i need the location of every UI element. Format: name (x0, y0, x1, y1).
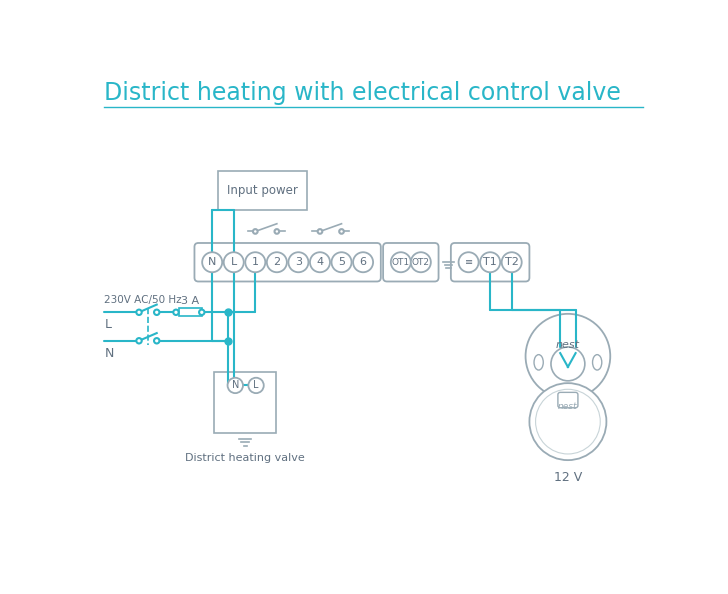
Text: 5: 5 (338, 257, 345, 267)
Text: 230V AC/50 Hz: 230V AC/50 Hz (104, 295, 182, 305)
Circle shape (223, 252, 244, 272)
Text: 12 V: 12 V (554, 471, 582, 484)
Text: 1: 1 (252, 257, 258, 267)
FancyBboxPatch shape (194, 243, 381, 282)
Circle shape (353, 252, 373, 272)
Circle shape (317, 229, 323, 234)
Circle shape (288, 252, 309, 272)
Text: Input power: Input power (227, 184, 298, 197)
Circle shape (136, 309, 142, 315)
Text: District heating valve: District heating valve (186, 453, 305, 463)
Circle shape (459, 252, 478, 272)
Text: 3: 3 (295, 257, 302, 267)
Circle shape (551, 347, 585, 381)
Ellipse shape (593, 355, 602, 370)
Circle shape (199, 309, 205, 315)
Bar (178, 308, 202, 316)
Circle shape (154, 338, 159, 343)
Circle shape (274, 229, 279, 234)
Circle shape (154, 309, 159, 315)
Text: OT1: OT1 (392, 258, 410, 267)
Text: 2: 2 (273, 257, 280, 267)
Circle shape (136, 338, 142, 343)
Circle shape (202, 252, 222, 272)
Text: District heating with electrical control valve: District heating with electrical control… (103, 81, 620, 105)
Circle shape (267, 252, 287, 272)
Text: T2: T2 (505, 257, 518, 267)
Circle shape (411, 252, 431, 272)
Text: nest: nest (558, 402, 577, 410)
Circle shape (253, 229, 258, 234)
Circle shape (339, 229, 344, 234)
Text: N: N (232, 380, 239, 390)
FancyBboxPatch shape (451, 243, 529, 282)
Circle shape (391, 252, 411, 272)
Text: L: L (231, 257, 237, 267)
Bar (218, 172, 307, 210)
FancyBboxPatch shape (383, 243, 438, 282)
Circle shape (529, 383, 606, 460)
Text: 6: 6 (360, 257, 367, 267)
FancyBboxPatch shape (558, 393, 578, 407)
Text: L: L (104, 318, 111, 331)
Text: N: N (104, 347, 114, 360)
Circle shape (248, 378, 264, 393)
Circle shape (228, 378, 243, 393)
Text: T1: T1 (483, 257, 497, 267)
Circle shape (331, 252, 352, 272)
Circle shape (173, 309, 178, 315)
Circle shape (526, 314, 610, 399)
Circle shape (502, 252, 522, 272)
Text: OT2: OT2 (412, 258, 430, 267)
Text: 4: 4 (317, 257, 323, 267)
Circle shape (480, 252, 500, 272)
Text: nest: nest (556, 340, 580, 350)
Bar (215, 372, 276, 433)
Text: ≡: ≡ (464, 257, 472, 267)
Ellipse shape (534, 355, 543, 370)
Text: N: N (208, 257, 216, 267)
Circle shape (245, 252, 265, 272)
Text: 3 A: 3 A (181, 296, 199, 306)
Text: L: L (253, 380, 259, 390)
Circle shape (310, 252, 330, 272)
